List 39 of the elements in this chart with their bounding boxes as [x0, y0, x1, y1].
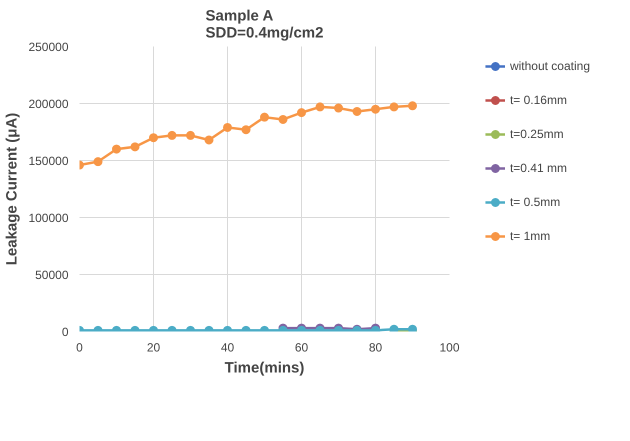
point — [390, 102, 398, 112]
point — [112, 144, 121, 154]
y-tick-label: 100000 — [28, 211, 69, 225]
y-tick-label: 150000 — [28, 154, 69, 168]
legend-label: t= 0.16mm — [510, 93, 567, 107]
x-axis-title: Time(mins) — [224, 360, 304, 376]
chart-title: Sample A SDD=0.4mg/cm2 — [206, 8, 324, 42]
y-tick-label: 50000 — [35, 268, 69, 282]
legend-label: t= 0.5mm — [510, 195, 560, 209]
y-tick-label: 0 — [62, 325, 69, 339]
x-tick-label: 20 — [146, 340, 160, 354]
point — [371, 104, 380, 114]
legend-label: t=0.25mm — [510, 127, 564, 141]
point — [168, 130, 176, 140]
point — [130, 142, 140, 152]
point — [149, 133, 158, 142]
legend-label: without coating — [510, 59, 590, 73]
x-tick-label: 100 — [439, 340, 460, 354]
y-tick-label: 250000 — [28, 40, 69, 54]
legend-label: t= 1mm — [510, 229, 550, 243]
point — [297, 108, 306, 118]
point — [94, 157, 102, 166]
point — [223, 122, 232, 132]
y-axis-title: Leakage Current (μA) — [3, 112, 20, 266]
point — [334, 104, 343, 113]
point — [242, 125, 250, 134]
point — [204, 135, 214, 144]
point — [408, 101, 417, 110]
legend-label: t=0.41 mm — [510, 161, 567, 175]
x-tick-label: 60 — [294, 340, 308, 354]
y-tick-label: 200000 — [28, 97, 69, 111]
x-tick-label: 40 — [220, 340, 234, 354]
point — [260, 112, 269, 122]
x-tick-label: 0 — [76, 340, 84, 354]
point — [186, 130, 195, 140]
point — [352, 106, 362, 116]
x-tick-label: 80 — [368, 340, 382, 354]
point — [316, 102, 324, 112]
point — [278, 114, 288, 124]
